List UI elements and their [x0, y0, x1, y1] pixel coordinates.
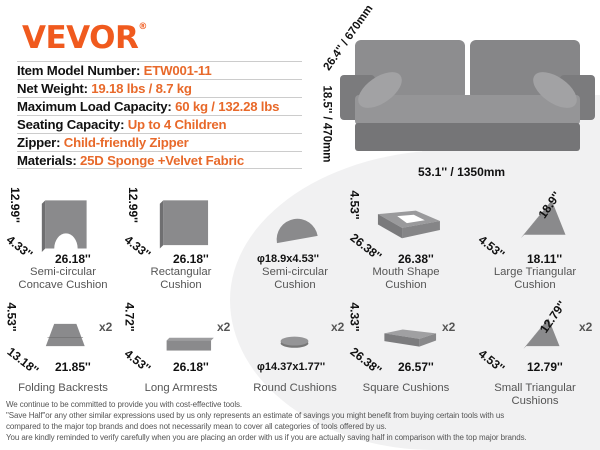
width-dimension: 26.18'' [173, 252, 209, 266]
label-line: Semi-circular [30, 266, 96, 278]
height-dimension: 12.99'' [125, 187, 140, 223]
spec-label: Seating Capacity: [17, 117, 128, 132]
sofa-width-label: 53.1'' / 1350mm [418, 165, 506, 179]
registered-mark: ® [138, 22, 147, 32]
spec-value: 25D Sponge +Velvet Fabric [80, 153, 244, 168]
height-dimension: 4.33'' [347, 302, 362, 332]
label-line: Cushion [274, 278, 316, 291]
disclaimer-line: We continue to be committed to provide y… [6, 400, 243, 409]
label-line: Cushion [514, 278, 556, 291]
quantity-badge: x2 [331, 320, 345, 334]
cushion-arch-image [41, 200, 87, 252]
spec-label: Maximum Load Capacity: [17, 99, 176, 114]
width-dimension: 26.18'' [55, 252, 91, 266]
logo-text: VEVOR [22, 20, 139, 56]
spec-value: 19.18 lbs / 8.7 kg [91, 81, 192, 96]
height-dimension: 12.99'' [7, 187, 22, 223]
spec-row: Materials: 25D Sponge +Velvet Fabric [17, 151, 302, 169]
cushion-label: Folding Backrests [8, 382, 118, 395]
label-line: Cushions [511, 394, 559, 407]
quantity-badge: x2 [442, 320, 456, 334]
width-dimension: 26.18'' [173, 360, 209, 374]
cushion-label: Rectangular Cushion [126, 266, 236, 291]
label-line: Concave Cushion [18, 278, 108, 291]
height-dimension: 4.72'' [122, 302, 137, 332]
spec-label: Net Weight: [17, 81, 92, 96]
spec-value: Up to 4 Children [127, 117, 227, 132]
label-line: Small Triangular [494, 382, 576, 394]
cushion-frame-image [377, 210, 440, 239]
spec-table: Item Model Number: ETW001-11 Net Weight: … [17, 61, 302, 169]
vevor-logo: VEVOR® [22, 20, 147, 56]
disclaimer-line: compared to the major top brands and doe… [6, 422, 387, 431]
label-line: Cushion [385, 278, 427, 291]
width-dimension: φ14.37x1.77'' [257, 361, 326, 373]
cushion-label: Long Armrests [126, 382, 236, 395]
sofa-height-label: 18.5'' / 470mm [320, 85, 333, 163]
label-line: Large Triangular [493, 266, 577, 278]
cushion-label: Semi-circular Cushion [240, 266, 350, 291]
width-dimension: 12.79'' [527, 360, 563, 374]
width-dimension: 21.85'' [55, 360, 91, 374]
label-line: Round Cushions [253, 382, 337, 394]
spec-row: Zipper: Child-friendly Zipper [17, 133, 302, 151]
disclaimer-line: You are kindly reminded to verify carefu… [6, 433, 527, 442]
label-line: Cushion [160, 278, 202, 291]
label-line: Mouth Shape [372, 266, 440, 278]
cushion-tri-image [520, 200, 566, 239]
spec-row: Maximum Load Capacity: 60 kg / 132.28 lb… [17, 97, 302, 115]
label-line: Rectangular [150, 266, 212, 278]
quantity-badge: x2 [217, 320, 231, 334]
cushion-rect-image [159, 200, 209, 249]
spec-row: Seating Capacity: Up to 4 Children [17, 115, 302, 133]
quantity-badge: x2 [99, 320, 113, 334]
spec-value: 60 kg / 132.28 lbs [175, 99, 280, 114]
spec-value: Child-friendly Zipper [63, 135, 189, 150]
disclaimer: We continue to be committed to provide y… [6, 399, 598, 443]
cushion-slab-image [384, 329, 437, 347]
label-line: Long Armrests [144, 382, 218, 394]
cushion-label: Small Triangular Cushions [480, 382, 590, 407]
label-line: Semi-circular [262, 266, 328, 278]
cushion-half-image [276, 218, 318, 244]
spec-value: ETW001-11 [143, 63, 212, 78]
height-dimension: 4.53'' [4, 302, 19, 332]
spec-label: Materials: [17, 153, 81, 168]
width-dimension: φ18.9x4.53'' [257, 253, 320, 265]
spec-row: Item Model Number: ETW001-11 [17, 61, 302, 79]
spec-label: Zipper: [17, 135, 64, 150]
cushion-label: Large Triangular Cushion [480, 266, 590, 291]
cushion-label: Square Cushions [351, 382, 461, 395]
cushion-bar-image [166, 337, 214, 351]
quantity-badge: x2 [579, 320, 593, 334]
width-dimension: 26.57'' [398, 360, 434, 374]
cushion-label: Mouth Shape Cushion [351, 266, 461, 291]
cushion-label: Round Cushions [240, 382, 350, 395]
cushion-disc-image [280, 336, 309, 348]
label-line: Folding Backrests [18, 382, 108, 394]
width-dimension: 18.11'' [527, 252, 563, 266]
cushion-wedge-image [45, 323, 85, 347]
spec-row: Net Weight: 19.18 lbs / 8.7 kg [17, 79, 302, 97]
spec-label: Item Model Number: [17, 63, 144, 78]
label-line: Square Cushions [362, 382, 450, 394]
disclaimer-line: "Save Half"or any other similar expressi… [6, 411, 505, 420]
sofa-image [340, 40, 595, 151]
width-dimension: 26.38'' [398, 252, 434, 266]
height-dimension: 4.53'' [347, 190, 362, 220]
cushion-tri-image [523, 318, 560, 349]
cushion-label: Semi-circular Concave Cushion [8, 266, 118, 291]
